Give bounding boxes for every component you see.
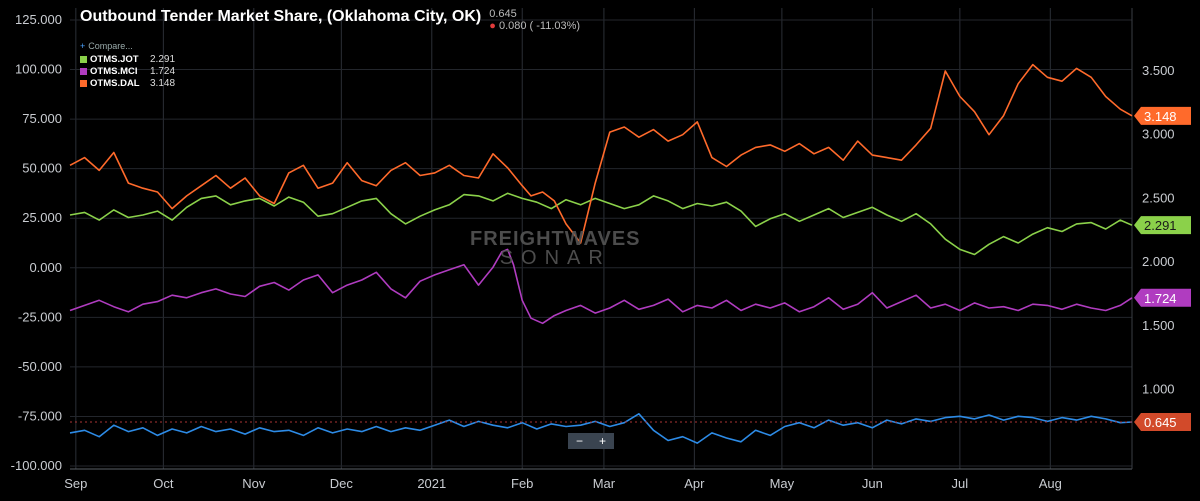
value-marker-otms-dal: [1134, 106, 1191, 125]
left-tick-label: 0.000: [29, 260, 62, 275]
x-tick-label: Oct: [153, 476, 174, 491]
left-tick-label: 125.000: [15, 12, 62, 27]
left-tick-label: -100.000: [11, 458, 62, 473]
x-tick-label: Feb: [511, 476, 533, 491]
legend: + Compare... OTMS.JOT 2.291 OTMS.MCI 1.72…: [80, 40, 175, 89]
value-marker-otms-mci: [1134, 288, 1191, 307]
x-tick-label: Aug: [1039, 476, 1062, 491]
right-tick-label: 1.500: [1142, 318, 1175, 333]
legend-value-dal: 3.148: [150, 77, 176, 89]
x-tick-label: Mar: [593, 476, 616, 491]
change-dot-icon: ●: [489, 20, 496, 32]
left-tick-label: -50.000: [18, 359, 62, 374]
zoom-in-button[interactable]: +: [598, 434, 606, 448]
chart-title: Outbound Tender Market Share, (Oklahoma …: [80, 8, 482, 25]
watermark-line2: SONAR: [499, 247, 611, 269]
right-tick-label: 2.000: [1142, 254, 1175, 269]
series-line-otms-dal: [69, 63, 1133, 244]
current-value: 0.645: [489, 8, 517, 20]
series-line-otms: [69, 412, 1133, 444]
legend-swatch-jot: [80, 55, 87, 63]
right-tick-label: 2.500: [1142, 190, 1175, 205]
x-tick-label: Dec: [330, 476, 354, 491]
legend-name-mci: OTMS.MCI: [90, 65, 138, 77]
x-tick-label: Nov: [242, 476, 266, 491]
left-tick-label: -25.000: [18, 309, 62, 324]
value-marker-label: 3.148: [1144, 109, 1177, 124]
change-value: 0.080 ( -11.03%): [498, 20, 581, 32]
zoom-controls: − +: [568, 433, 614, 449]
legend-value-jot: 2.291: [150, 53, 176, 65]
watermark-line1: FREIGHTWAVES: [470, 228, 641, 250]
compare-label: Compare...: [88, 41, 133, 51]
x-tick-label: Jun: [862, 476, 883, 491]
value-marker-otms-jot: [1134, 216, 1191, 235]
left-tick-label: 25.000: [22, 210, 62, 225]
right-tick-label: 3.500: [1142, 63, 1175, 78]
x-tick-label: May: [770, 476, 795, 491]
watermark: FREIGHTWAVES SONAR: [470, 228, 641, 270]
title-meta: 0.645 ● 0.080 ( -11.03%): [489, 8, 580, 32]
value-marker-label: 0.645: [1144, 415, 1177, 430]
right-tick-label: 3.000: [1142, 127, 1175, 142]
left-tick-label: 75.000: [22, 111, 62, 126]
left-tick-label: 50.000: [22, 161, 62, 176]
legend-item-jot[interactable]: OTMS.JOT 2.291: [80, 53, 175, 65]
legend-swatch-dal: [80, 79, 87, 87]
legend-name-dal: OTMS.DAL: [90, 77, 140, 89]
value-marker-label: 2.291: [1144, 218, 1177, 233]
legend-name-jot: OTMS.JOT: [90, 53, 139, 65]
plus-icon: +: [80, 41, 86, 51]
x-tick-label: Apr: [684, 476, 705, 491]
x-tick-label: 2021: [417, 476, 446, 491]
chart-header: Outbound Tender Market Share, (Oklahoma …: [80, 8, 580, 32]
left-tick-label: 100.000: [15, 62, 62, 77]
compare-link[interactable]: + Compare...: [80, 40, 175, 53]
zoom-out-button[interactable]: −: [575, 434, 583, 448]
x-tick-label: Sep: [64, 476, 87, 491]
legend-item-dal[interactable]: OTMS.DAL 3.148: [80, 77, 175, 89]
right-tick-label: 1.000: [1142, 382, 1175, 397]
series-line-otms-mci: [69, 248, 1133, 325]
x-tick-label: Jul: [952, 476, 969, 491]
value-marker-label: 1.724: [1144, 291, 1177, 306]
left-tick-label: -75.000: [18, 408, 62, 423]
value-marker-otms: [1134, 413, 1191, 432]
legend-value-mci: 1.724: [150, 65, 176, 77]
legend-item-mci[interactable]: OTMS.MCI 1.724: [80, 65, 175, 77]
legend-swatch-mci: [80, 67, 87, 75]
series-line-otms-jot: [69, 192, 1133, 256]
